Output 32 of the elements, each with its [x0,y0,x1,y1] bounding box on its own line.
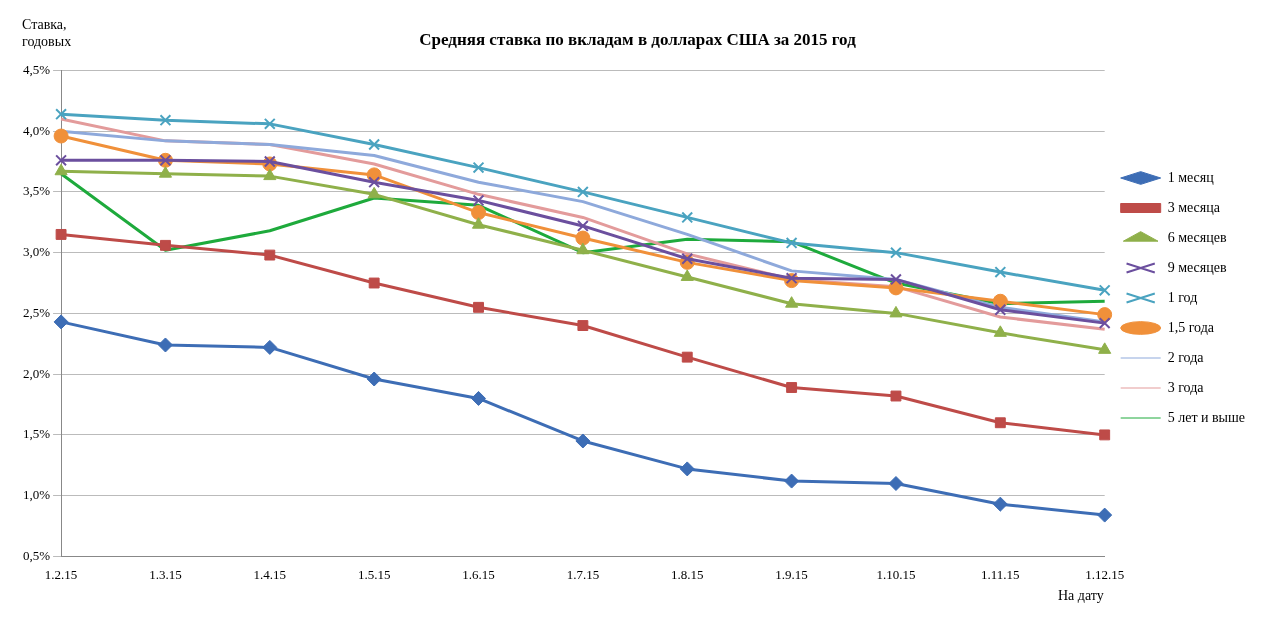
x-tick-label: 1.8.15 [670,566,704,582]
y-tick-label: 2,5% [22,304,51,320]
legend-label: 6 месяцев [1167,229,1227,245]
x-tick-label: 1.11.15 [981,566,1020,582]
x-tick-label: 1.7.15 [566,566,600,582]
x-tick-label: 1.2.15 [44,566,78,582]
y-tick-label: 3,0% [22,244,51,260]
y-tick-label: 4,0% [22,122,51,138]
legend-label: 3 месяца [1167,199,1221,215]
x-tick-label: 1.9.15 [775,566,808,582]
x-axis-title: На дату [1058,588,1104,604]
x-tick-label: 1.12.15 [1085,566,1125,582]
x-tick-label: 1.5.15 [357,566,391,582]
y-tick-label: 0,5% [22,547,51,563]
legend-label: 1 год [1167,289,1198,305]
chart-title: Средняя ставка по вкладам в долларах США за 2015 год [419,29,857,49]
y-tick-label: 1,5% [22,426,51,442]
legend-label: 5 лет и выше [1167,409,1246,425]
x-tick-label: 1.4.15 [253,566,287,582]
y-tick-label: 2,0% [22,365,51,381]
y-tick-label: 3,5% [22,183,51,199]
x-tick-label: 1.10.15 [876,566,916,582]
x-tick-label: 1.6.15 [462,566,495,582]
legend-label: 1,5 года [1167,319,1215,335]
legend-label: 3 года [1167,379,1205,395]
x-tick-label: 1.3.15 [149,566,182,582]
legend-label: 9 месяцев [1167,259,1227,275]
y-tick-label: 4,5% [22,61,51,77]
y-axis-title: Ставка, годовых [22,16,73,50]
y-tick-label: 1,0% [22,487,51,503]
legend-label: 1 месяц [1167,169,1215,185]
legend-label: 2 года [1167,349,1205,365]
